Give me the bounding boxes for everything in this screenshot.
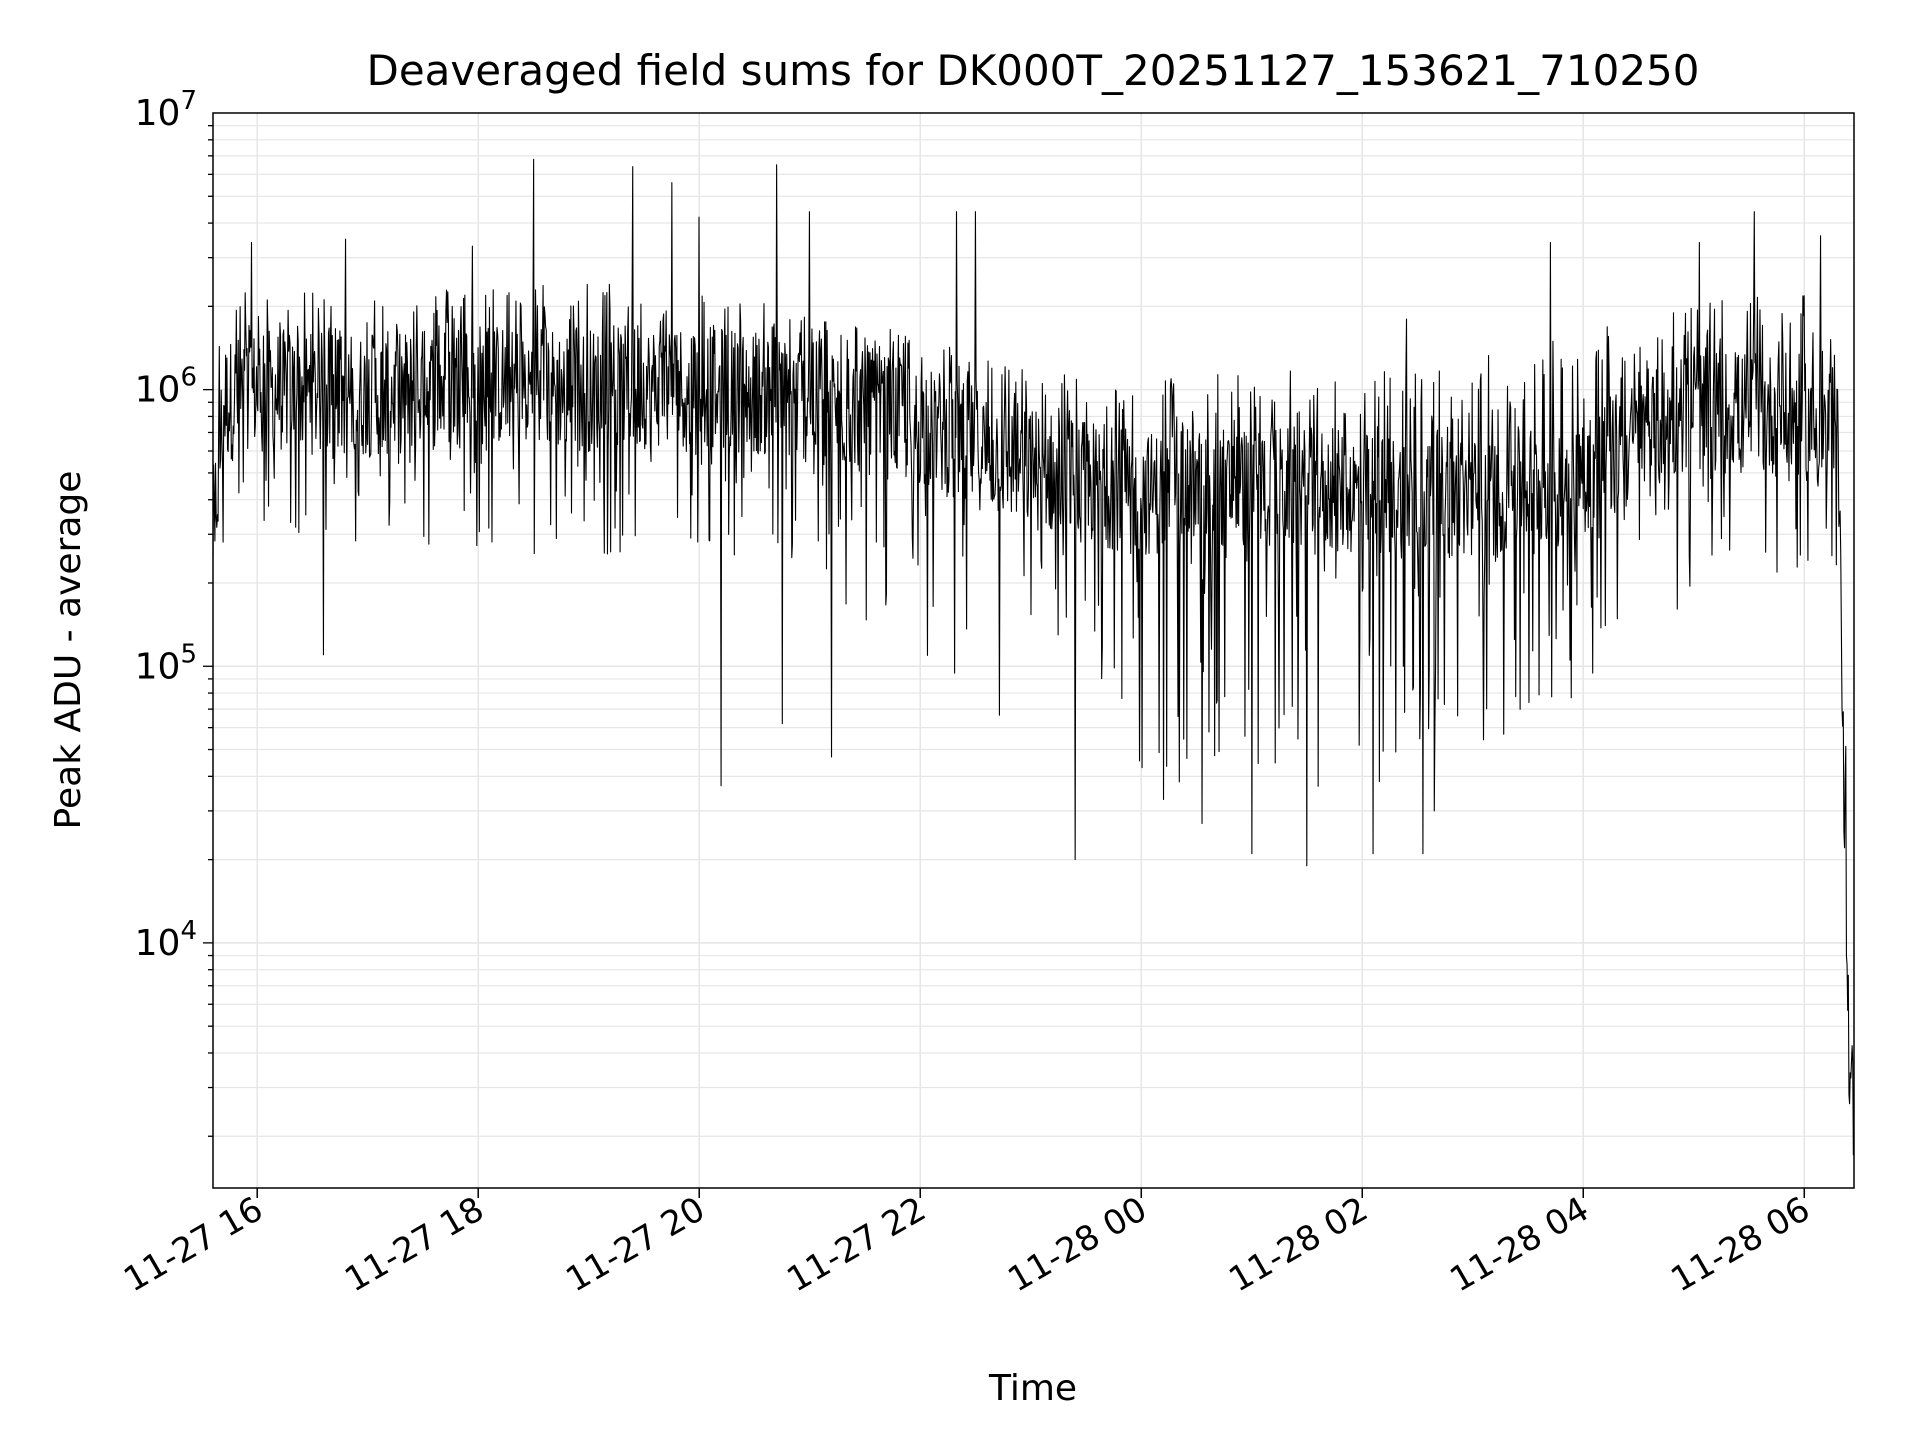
y-tick-label: 107: [135, 86, 197, 134]
y-axis-label: Peak ADU - average: [48, 471, 89, 830]
plot-frame: [212, 112, 1855, 1189]
y-tick-label: 104: [135, 916, 197, 964]
y-tick-label: 106: [135, 363, 197, 411]
series-line: [212, 158, 1855, 1156]
x-axis-label: Time: [988, 1368, 1077, 1409]
grid: [213, 113, 1854, 1188]
y-tick-label: 105: [135, 639, 197, 687]
plot-area: [212, 158, 1855, 1156]
chart-title: Deaveraged field sums for DK000T_2025112…: [367, 46, 1700, 95]
